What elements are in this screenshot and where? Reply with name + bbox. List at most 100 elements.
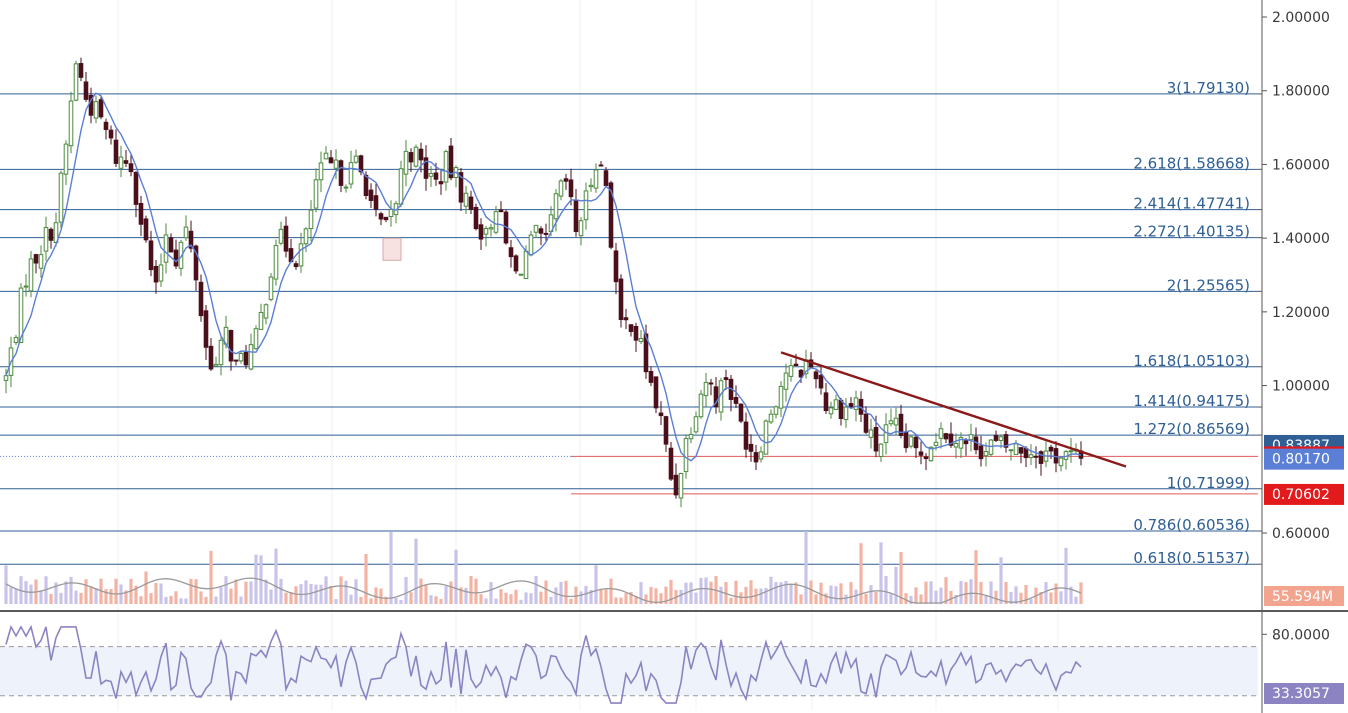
candle-body[interactable] [563, 178, 569, 182]
candle-body[interactable] [408, 152, 414, 163]
candle-body[interactable] [838, 399, 844, 419]
candle-body[interactable] [128, 163, 134, 173]
candle-body[interactable] [713, 386, 719, 408]
candle-body[interactable] [513, 255, 519, 272]
candle-body[interactable] [218, 339, 224, 366]
candle-body[interactable] [693, 416, 699, 433]
candle-body[interactable] [1058, 457, 1064, 467]
candle-body[interactable] [248, 344, 254, 370]
candle-body[interactable] [623, 317, 629, 321]
candle-body[interactable] [188, 230, 194, 249]
candle-body[interactable] [183, 226, 189, 239]
candle-body[interactable] [423, 157, 429, 179]
candle-body[interactable] [373, 195, 379, 210]
candle-body[interactable] [523, 250, 529, 279]
candle-body[interactable] [913, 436, 919, 449]
candle-body[interactable] [473, 206, 479, 230]
candle-body[interactable] [983, 451, 989, 457]
candle-body[interactable] [178, 241, 184, 269]
candle-body[interactable] [778, 385, 784, 409]
candle-body[interactable] [13, 337, 19, 343]
candle-body[interactable] [238, 352, 244, 362]
candle-body[interactable] [263, 304, 269, 319]
candle-body[interactable] [918, 451, 924, 456]
candle-body[interactable] [743, 421, 749, 450]
candle-body[interactable] [628, 324, 634, 332]
candle-body[interactable] [333, 159, 339, 169]
candle-body[interactable] [193, 245, 199, 281]
candle-body[interactable] [33, 254, 39, 264]
candle-body[interactable] [308, 209, 314, 230]
candle-body[interactable] [258, 311, 264, 330]
candle-body[interactable] [533, 224, 539, 233]
candle-body[interactable] [163, 234, 169, 263]
candle-body[interactable] [48, 228, 54, 241]
candle-body[interactable] [773, 406, 779, 415]
candle-body[interactable] [328, 157, 334, 164]
candle-body[interactable] [293, 263, 299, 268]
candle-body[interactable] [478, 224, 484, 240]
candle-body[interactable] [648, 370, 654, 383]
candle-body[interactable] [863, 413, 869, 433]
candle-body[interactable] [68, 100, 74, 147]
candle-body[interactable] [1013, 443, 1019, 455]
candle-body[interactable] [748, 443, 754, 452]
candle-body[interactable] [943, 433, 949, 440]
candle-body[interactable] [383, 216, 389, 221]
candle-body[interactable] [38, 254, 44, 269]
candle-body[interactable] [113, 139, 119, 164]
candle-body[interactable] [568, 179, 574, 198]
candle-body[interactable] [738, 403, 744, 422]
candle-body[interactable] [788, 365, 794, 377]
candle-body[interactable] [228, 329, 234, 362]
candle-body[interactable] [1023, 447, 1029, 459]
candle-body[interactable] [893, 417, 899, 426]
candle-body[interactable] [203, 310, 209, 348]
candle-body[interactable] [118, 156, 124, 169]
candle-body[interactable] [518, 273, 524, 276]
candle-body[interactable] [403, 150, 409, 175]
candle-body[interactable] [18, 287, 24, 343]
candle-body[interactable] [543, 232, 549, 235]
candle-body[interactable] [963, 440, 969, 445]
candle-body[interactable] [73, 63, 79, 101]
candle-body[interactable] [933, 441, 939, 446]
price-axis[interactable]: 2.00000 1.80000 1.60000 1.40000 1.20000 1.000… [1258, 10, 1344, 704]
highlight-box[interactable] [382, 237, 402, 261]
candle-body[interactable] [448, 145, 454, 179]
candle-body[interactable] [493, 211, 499, 233]
candle-body[interactable] [948, 433, 954, 446]
candle-body[interactable] [283, 225, 289, 252]
candle-body[interactable] [688, 433, 694, 440]
candle-body[interactable] [938, 428, 944, 439]
candle-body[interactable] [668, 447, 674, 480]
candle-body[interactable] [603, 170, 609, 187]
candle-body[interactable] [338, 160, 344, 186]
candle-body[interactable] [433, 172, 439, 180]
rsi-pane[interactable] [0, 624, 1258, 704]
fibonacci-extension[interactable]: 3(1.79130) 2.618(1.58668) 2.414(1.47741) 2.… [0, 79, 1258, 567]
candle-body[interactable] [343, 186, 349, 189]
candle-body[interactable] [758, 451, 764, 460]
candle-body[interactable] [388, 209, 394, 217]
candle-body[interactable] [508, 247, 514, 258]
candle-body[interactable] [488, 227, 494, 230]
candle-body[interactable] [708, 382, 714, 385]
candle-body[interactable] [978, 445, 984, 460]
candle-body[interactable] [148, 240, 154, 271]
candle-body[interactable] [133, 171, 139, 205]
candle-body[interactable] [253, 328, 259, 350]
candle-body[interactable] [633, 326, 639, 341]
candle-body[interactable] [553, 193, 559, 220]
trendline[interactable] [780, 351, 1127, 468]
candle-body[interactable] [578, 220, 584, 237]
candle-body[interactable] [868, 429, 874, 438]
candle-body[interactable] [268, 276, 274, 300]
candle-body[interactable] [173, 249, 179, 267]
candle-body[interactable] [618, 278, 624, 321]
candle-body[interactable] [323, 152, 329, 160]
candle-body[interactable] [928, 446, 934, 462]
candle-body[interactable] [683, 438, 689, 473]
candle-body[interactable] [723, 377, 729, 380]
